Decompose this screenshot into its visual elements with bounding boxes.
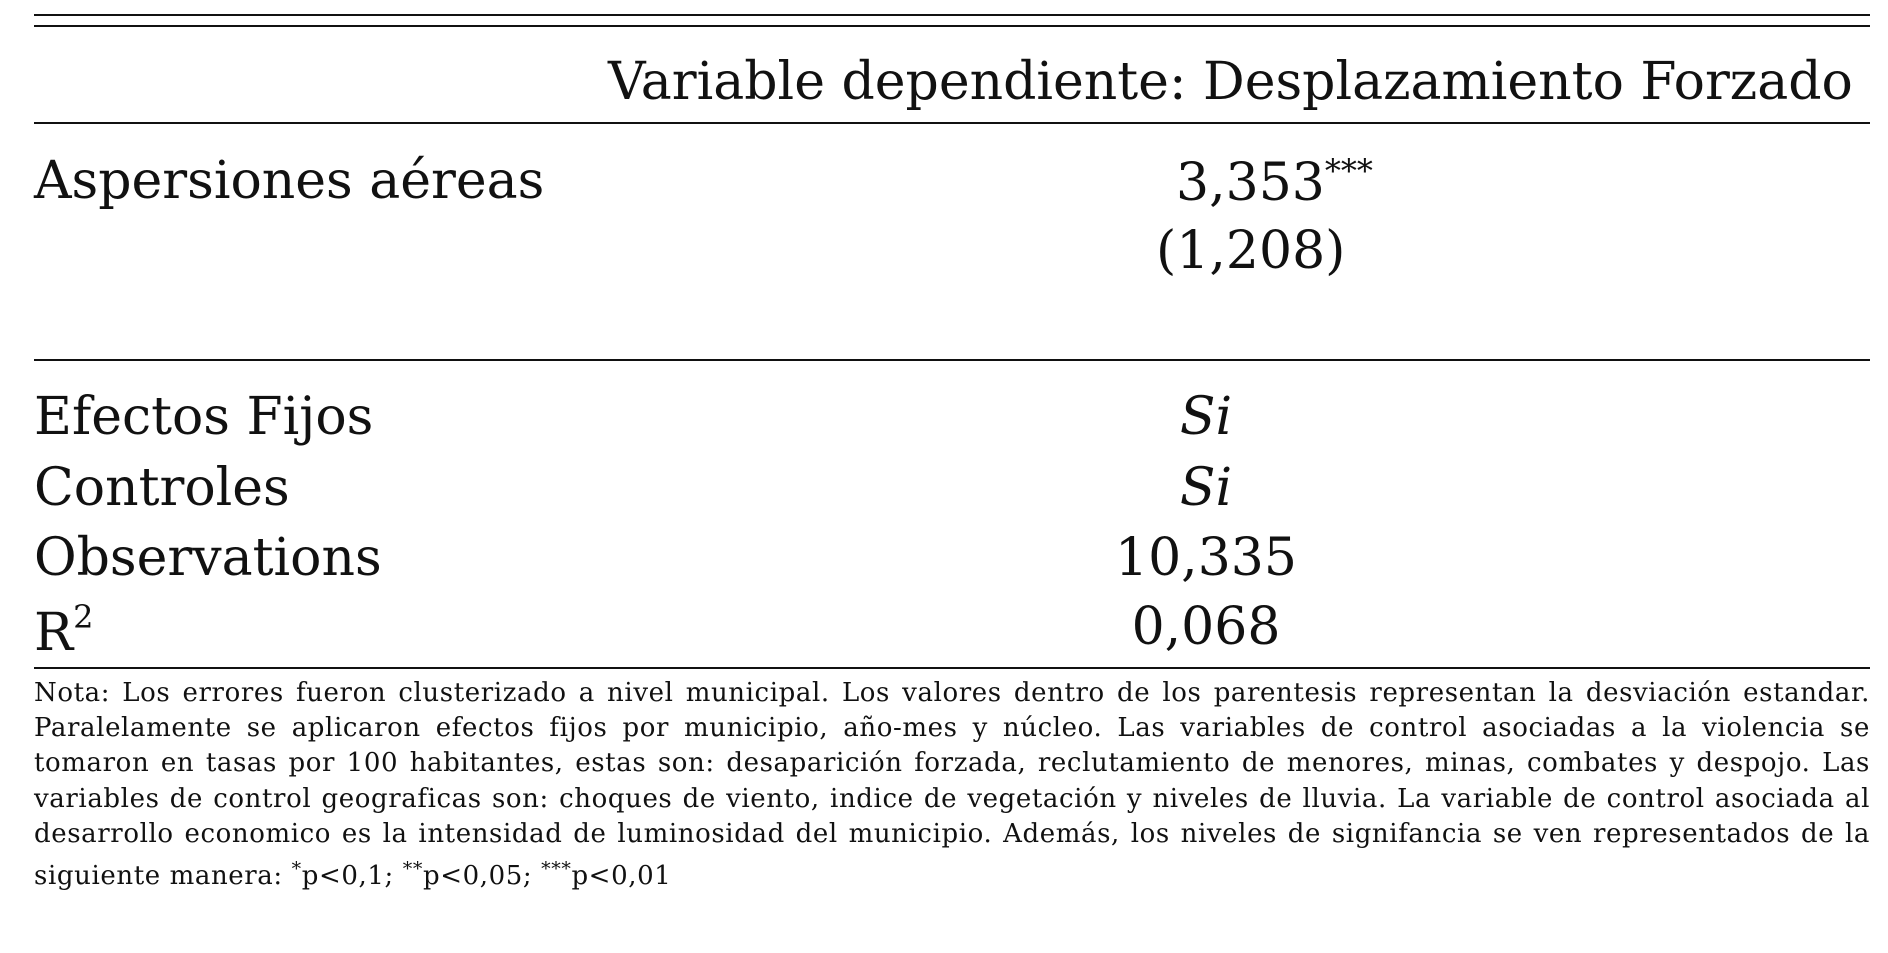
row-label-observations: Observations [34, 528, 382, 588]
coef-stars: *** [1324, 152, 1373, 190]
se-aspersiones: (1,208) [1156, 221, 1346, 281]
row-label-aspersiones: Aspersiones aéreas [34, 151, 545, 211]
value-efectos-fijos: Si [1179, 387, 1233, 447]
top-rule-2 [34, 25, 1870, 27]
top-rule-1 [34, 14, 1870, 16]
bottom-rule [34, 667, 1870, 669]
sig-level-1-text: p<0,1; [301, 861, 403, 892]
dependent-variable-header: Variable dependiente: Desplazamiento For… [608, 52, 1853, 112]
mid-rule [34, 359, 1870, 361]
r-squared-letter: R [34, 603, 74, 663]
row-label-controles: Controles [34, 458, 290, 518]
sig-level-3-text: p<0,01 [571, 861, 672, 892]
row-label-r-squared: R2 [34, 601, 94, 659]
sig-level-1-stars: * [291, 858, 302, 881]
table-note: Nota: Los errores fueron clusterizado a … [34, 676, 1870, 894]
sig-level-2-stars: ** [402, 858, 423, 881]
value-observations: 10,335 [1115, 528, 1297, 588]
value-controles: Si [1179, 458, 1233, 518]
header-underline [34, 122, 1870, 124]
sig-level-3-stars: *** [541, 858, 572, 881]
coef-value: 3,353 [1176, 153, 1325, 213]
r-squared-exponent: 2 [73, 598, 94, 636]
sig-level-2-text: p<0,05; [422, 861, 542, 892]
note-text: Nota: Los errores fueron clusterizado a … [34, 678, 1870, 892]
value-r-squared: 0,068 [1131, 597, 1281, 657]
coef-aspersiones: 3,353*** [1176, 155, 1373, 209]
row-label-efectos-fijos: Efectos Fijos [34, 387, 374, 447]
